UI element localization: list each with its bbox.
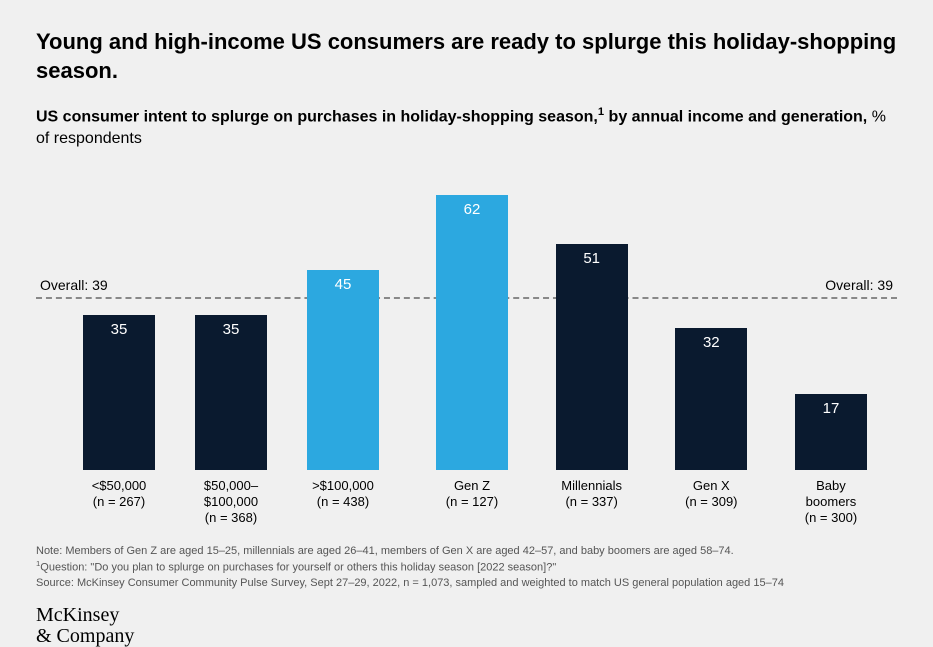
x-axis-label: Gen X(n = 309) <box>675 478 747 527</box>
mckinsey-logo: McKinsey & Company <box>36 605 897 647</box>
x-axis-label: <$50,000(n = 267) <box>83 478 155 527</box>
x-axis-labels: <$50,000(n = 267) $50,000–$100,000(n = 36… <box>36 478 897 527</box>
footnote-note: Note: Members of Gen Z are aged 15–25, m… <box>36 544 897 559</box>
x-axis-label: Millennials(n = 337) <box>556 478 628 527</box>
x-axis-label: $50,000–$100,000(n = 368) <box>195 478 267 527</box>
bar-value: 62 <box>436 201 508 218</box>
logo-line1: McKinsey <box>36 605 897 626</box>
footnote-question: 1Question: "Do you plan to splurge on pu… <box>36 559 897 576</box>
chart-subtitle: US consumer intent to splurge on purchas… <box>36 105 897 150</box>
footnote-source: Source: McKinsey Consumer Community Puls… <box>36 576 897 591</box>
bar-value: 45 <box>307 276 379 293</box>
bar-chart: Overall: 39 Overall: 39 353545 62513217 <box>36 160 897 470</box>
bar: 32 <box>675 328 747 470</box>
bar: 62 <box>436 195 508 470</box>
bar-value: 17 <box>795 400 867 417</box>
bar-value: 35 <box>195 321 267 338</box>
bar-value: 35 <box>83 321 155 338</box>
bar: 35 <box>83 315 155 470</box>
footnotes: Note: Members of Gen Z are aged 15–25, m… <box>36 544 897 590</box>
income-bar-group: 35 35 45 <box>36 160 396 470</box>
x-axis-label: Babyboomers(n = 300) <box>795 478 867 527</box>
x-axis-label: >$100,000(n = 438) <box>307 478 379 527</box>
subtitle-part1: US consumer intent to splurge on purchas… <box>36 109 598 126</box>
bar: 17 <box>795 394 867 469</box>
logo-line2: & Company <box>36 626 897 647</box>
bar: 35 <box>195 315 267 470</box>
chart-title: Young and high-income US consumers are r… <box>36 28 897 85</box>
bar-value: 32 <box>675 334 747 351</box>
bar: 51 <box>556 244 628 470</box>
generation-bar-group: 62 51 32 17 <box>426 160 897 470</box>
bar-value: 51 <box>556 250 628 267</box>
bar: 45 <box>307 270 379 469</box>
subtitle-part2: by annual income and generation, <box>604 109 867 126</box>
x-axis-label: Gen Z(n = 127) <box>436 478 508 527</box>
